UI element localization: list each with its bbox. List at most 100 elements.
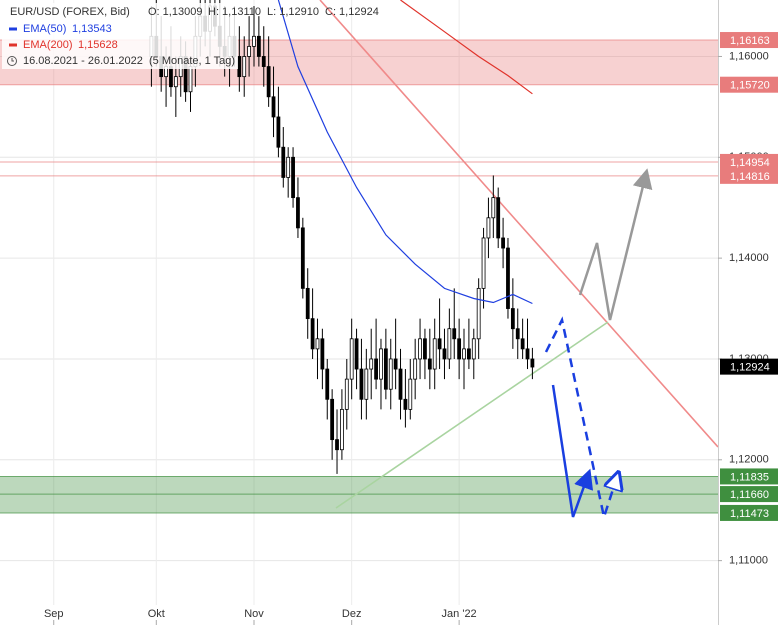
- price-badge: [720, 504, 778, 521]
- candle-body: [418, 338, 422, 360]
- candle-body: [291, 156, 295, 199]
- candle-body: [471, 338, 476, 360]
- price-badge: [720, 358, 778, 375]
- candle-body: [413, 358, 418, 380]
- candle-body: [276, 116, 281, 148]
- candle-body: [349, 338, 354, 380]
- candle-body: [427, 358, 432, 370]
- candle-body: [452, 328, 457, 340]
- candle-body: [515, 328, 520, 340]
- candle-body: [423, 338, 427, 360]
- candle-body: [261, 56, 266, 67]
- period: 16.08.2021 - 26.01.2022: [23, 55, 143, 67]
- candle-body: [466, 348, 471, 360]
- candle-body: [383, 348, 388, 390]
- candle-body: [300, 227, 305, 289]
- candle-body: [330, 398, 335, 441]
- candle-body: [296, 197, 300, 229]
- candle-body: [388, 358, 393, 390]
- candle-body: [379, 348, 383, 380]
- clock-icon: [7, 56, 17, 66]
- plot: [149, 0, 718, 509]
- zones: [0, 39, 718, 514]
- up-scenario-arrow: [578, 168, 653, 321]
- price-badge-label: 1,11835: [730, 471, 769, 483]
- price-badge-label: 1,11660: [730, 489, 769, 501]
- candle-body: [242, 56, 247, 78]
- ohlc-label: O: 1,13009: [148, 6, 202, 18]
- candle-body: [437, 338, 442, 350]
- support-trendline: [335, 321, 609, 509]
- ema-line: [277, 0, 533, 305]
- candle-body: [403, 398, 408, 410]
- candle-body: [457, 338, 462, 360]
- legend-box: [2, 3, 238, 69]
- candle-body: [525, 348, 530, 360]
- candle-body: [247, 45, 252, 57]
- grid: [0, 0, 718, 605]
- candle-body: [510, 308, 515, 330]
- price-badge: [720, 153, 778, 170]
- candle-body: [369, 358, 374, 370]
- candle-body: [374, 358, 378, 380]
- scenario-arrows: [544, 168, 653, 522]
- candle-body: [315, 338, 320, 350]
- y-tick-label: 1,11000: [729, 555, 768, 567]
- legend-entry: EMA(50): [23, 23, 66, 35]
- clock-hand: [11, 58, 14, 62]
- y-tick-label: 1,14000: [729, 252, 769, 264]
- price-badge: [720, 167, 778, 184]
- candle-body: [237, 56, 242, 78]
- candle-body: [486, 217, 491, 239]
- candle-body: [340, 408, 344, 451]
- price-badge-label: 1,14954: [730, 157, 770, 169]
- candle-body: [335, 439, 339, 451]
- candle-body: [286, 156, 291, 178]
- x-tick-label: Sep: [44, 608, 64, 620]
- candle-body: [305, 287, 310, 320]
- price-badge-label: 1,14816: [730, 171, 770, 183]
- legend-value: 1,15628: [78, 39, 118, 51]
- down-alt-scenario-arrow: [544, 316, 616, 522]
- price-badge-label: 1,12924: [730, 362, 770, 374]
- candle-body: [520, 338, 525, 350]
- legend-symbol: EUR/USD (FOREX, Bid): [10, 6, 130, 18]
- x-tick-label: Jan '22: [442, 608, 477, 620]
- candle-body: [252, 35, 256, 47]
- y-tick-label: 1,12000: [729, 454, 769, 466]
- candle-body: [256, 35, 261, 57]
- legend-entry: EMA(200): [23, 39, 73, 51]
- price-badge: [720, 76, 778, 93]
- price-badge: [720, 32, 778, 49]
- candle-body: [408, 378, 413, 410]
- price-badge-label: 1,16163: [730, 35, 770, 47]
- y-tick-label: 1,16000: [729, 50, 769, 62]
- candle-body: [320, 338, 325, 370]
- price-badge-label: 1,15720: [730, 80, 770, 92]
- resistance-trendline: [319, 0, 718, 448]
- ohlc-label: C: 1,12924: [325, 6, 379, 18]
- ohlc-label: H: 1,13110: [208, 6, 261, 18]
- candle-body: [481, 237, 486, 289]
- legend-value: 1,13543: [72, 23, 112, 35]
- candle-body: [506, 247, 510, 309]
- candle-body: [393, 358, 398, 370]
- legend: EUR/USD (FOREX, Bid) O: 1,13009 H: 1,131…: [2, 3, 379, 69]
- candle-body: [325, 368, 330, 400]
- price-badge-label: 1,11473: [730, 508, 769, 520]
- ema-line: [400, 0, 533, 95]
- down-scenario-arrow: [551, 384, 594, 518]
- candle-body: [188, 66, 193, 93]
- candle-body: [530, 358, 535, 368]
- candle-body: [310, 318, 315, 350]
- candle-body: [501, 237, 505, 249]
- candle-body: [344, 378, 349, 410]
- candle-body: [364, 368, 369, 400]
- candle-body: [266, 66, 271, 98]
- price-badge: [720, 468, 778, 485]
- candle-body: [271, 96, 276, 118]
- candle-body: [462, 348, 466, 360]
- candle-body: [169, 66, 173, 88]
- candle-body: [496, 197, 501, 239]
